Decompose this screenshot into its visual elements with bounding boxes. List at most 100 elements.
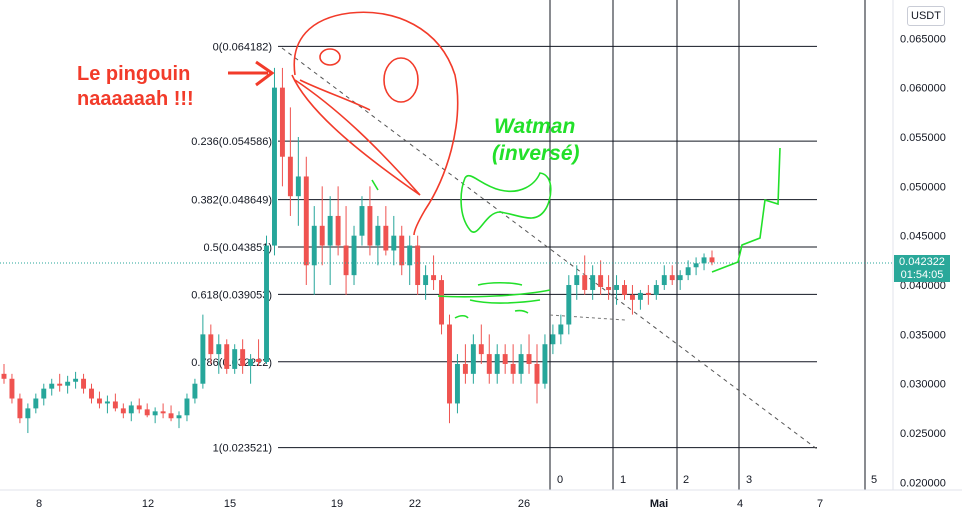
candle-body <box>136 405 142 410</box>
candle-body <box>17 398 23 419</box>
candle-body <box>637 292 643 300</box>
candle-body <box>248 359 254 366</box>
candle-body <box>160 411 166 414</box>
candle-body <box>399 235 405 266</box>
x-tick-label: 22 <box>409 498 421 510</box>
trend-lines[interactable] <box>281 47 818 450</box>
candle-body <box>622 285 627 295</box>
y-tick-label: 0.025000 <box>900 428 946 440</box>
candle-body <box>407 245 413 266</box>
candle-body <box>184 398 190 416</box>
candle-body <box>629 294 635 300</box>
candle-body <box>447 324 452 404</box>
candle-body <box>96 398 102 404</box>
candle-body <box>550 334 556 345</box>
candle-body <box>558 324 564 335</box>
candle-body <box>391 235 397 251</box>
candle-body <box>327 215 333 246</box>
candle-body <box>25 408 31 419</box>
candle-body <box>41 388 47 399</box>
fib-level-label: 0.618(0.039053) <box>191 289 272 301</box>
countdown-timer: 01:54:05 <box>900 269 944 281</box>
candle-body <box>645 292 651 295</box>
candle-body <box>375 225 381 246</box>
candle-body <box>486 354 492 374</box>
annotation-red-line-2: naaaaaah !!! <box>77 88 194 110</box>
short-dashed-line[interactable] <box>549 314 626 321</box>
candle-body <box>439 280 444 325</box>
candle-body <box>502 354 508 364</box>
candle-body <box>367 206 373 246</box>
last-price-tag: 0.042322 01:54:05 <box>894 255 950 282</box>
candle-body <box>415 245 421 286</box>
candle-body <box>33 398 39 409</box>
candle-body <box>81 378 87 389</box>
x-tick-label: Mai <box>650 498 668 510</box>
candle-body <box>351 235 357 276</box>
candle-body <box>431 275 437 281</box>
fib-level-label: 0.382(0.048649) <box>191 195 272 207</box>
grid-number-label: 0 <box>557 474 563 486</box>
fib-level-label: 0(0.064182) <box>213 41 272 53</box>
candle-body <box>614 285 620 290</box>
y-tick-label: 0.045000 <box>900 231 946 243</box>
x-tick-label: 8 <box>36 498 42 510</box>
x-tick-label: 26 <box>518 498 530 510</box>
grid-number-label: 3 <box>746 474 752 486</box>
fib-level-label: 1(0.023521) <box>213 443 272 455</box>
candle-body <box>120 408 126 414</box>
candle-body <box>216 344 222 355</box>
penguin-drawing <box>228 11 459 236</box>
candle-body <box>49 383 55 389</box>
candlesticks <box>1 67 715 434</box>
candle-body <box>518 354 524 374</box>
candle-body <box>319 225 325 246</box>
grid-number-label: 1 <box>620 474 626 486</box>
candle-body <box>152 411 158 416</box>
candle-body <box>478 344 484 355</box>
x-tick-label: 12 <box>142 498 154 510</box>
candle-body <box>89 388 94 399</box>
price-axis[interactable]: 0.065000 0.060000 0.055000 0.050000 0.045000… <box>892 0 946 490</box>
candle-body <box>693 263 699 268</box>
fib-level-label: 0.236(0.054586) <box>191 136 272 148</box>
fibonacci-retracement[interactable]: 0(0.064182) 0.236(0.054586) 0.382(0.048649… <box>191 41 817 455</box>
candle-body <box>232 349 238 369</box>
candle-body <box>272 87 277 246</box>
currency-label[interactable]: USDT <box>907 6 945 26</box>
annotation-red-line-1: Le pingouin <box>77 63 190 85</box>
candle-body <box>669 275 675 281</box>
candle-body <box>343 245 349 276</box>
grid-numbers: 0 1 2 3 5 <box>557 474 877 486</box>
candle-body <box>112 401 118 409</box>
candle-body <box>653 285 659 295</box>
candle-body <box>542 344 548 384</box>
candle-body <box>701 257 707 264</box>
candle-body <box>224 344 230 369</box>
x-tick-label: 15 <box>224 498 236 510</box>
candle-body <box>590 275 596 290</box>
candle-body <box>335 215 341 246</box>
candle-body <box>677 275 683 281</box>
watman-drawing <box>371 147 781 319</box>
annotation-green-line-1: Watman <box>494 115 575 138</box>
candle-body <box>287 156 293 197</box>
candle-body <box>65 381 71 386</box>
candle-body <box>606 286 612 290</box>
candle-body <box>470 344 476 374</box>
y-tick-label: 0.055000 <box>900 132 946 144</box>
candle-body <box>279 87 285 157</box>
candle-body <box>598 275 604 287</box>
y-tick-label: 0.035000 <box>900 329 946 341</box>
candle-body <box>192 383 198 399</box>
candle-body <box>534 363 540 384</box>
y-tick-label: 0.050000 <box>900 181 946 193</box>
candle-body <box>295 176 301 197</box>
candle-body <box>128 405 134 414</box>
candle-body <box>423 275 429 286</box>
candle-body <box>144 409 150 416</box>
time-axis[interactable]: 8 12 15 19 22 26 Mai 4 7 <box>0 489 962 510</box>
candle-body <box>256 359 262 362</box>
candle-body <box>383 225 389 251</box>
